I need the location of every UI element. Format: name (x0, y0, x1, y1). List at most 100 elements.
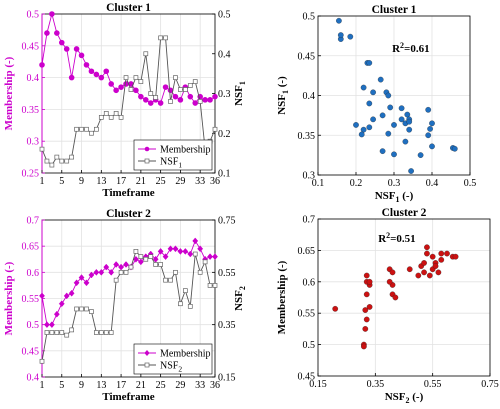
scatter-point (347, 33, 354, 40)
legend-entry-name: NSF (160, 157, 179, 168)
data-point (153, 262, 159, 267)
y-left-tick-label: 0.5 (27, 320, 40, 331)
data-point (178, 87, 183, 92)
scatter-point (424, 244, 430, 251)
data-point (44, 30, 50, 36)
legend-marker (144, 146, 150, 152)
legend-entry-name: Membership (160, 145, 211, 156)
x-tick-label: 17 (116, 176, 126, 187)
data-point (103, 68, 110, 75)
timeseries-chart-ts2: 1 5 9 13 17 21 25 29 33 36 0.4 0.45 0.5 0.55 0.6 0.65 0.… (3, 208, 247, 403)
data-point (197, 245, 204, 253)
x-tick-label: 0.1 (312, 178, 325, 189)
data-point (69, 154, 75, 160)
y-right-tick-label: 0.15 (218, 373, 236, 384)
scatter-point (366, 60, 373, 66)
x-tick-label: 25 (156, 380, 166, 391)
y-tick-label: 0.3 (303, 171, 316, 182)
data-point (39, 292, 45, 300)
x-axis-label: NSF1 (-) (375, 190, 414, 204)
x-axis-label: NSF2 (-) (385, 391, 424, 405)
scatter-chart-sc1: 0.1 0.2 0.3 0.4 0.5 0.3 0.35 0.4 0.45 0.5 Cluster … (276, 4, 476, 204)
scatter-point (370, 89, 376, 96)
scatter-point (421, 260, 427, 266)
scatter-point (404, 111, 411, 118)
data-point (63, 46, 70, 52)
data-point (118, 263, 125, 271)
scatter-point (363, 291, 370, 298)
x-tick-label: 33 (195, 380, 205, 391)
y-tick-label: 0.45 (298, 372, 316, 383)
scatter-point (452, 253, 459, 260)
x-axis-label-base: NSF (385, 391, 406, 403)
scatter-point (408, 168, 414, 174)
data-point (83, 62, 90, 68)
data-point (137, 258, 144, 266)
r-squared-value: =0.51 (390, 233, 416, 245)
data-point (182, 87, 188, 92)
data-point (178, 301, 183, 307)
data-point (94, 126, 99, 132)
data-point (138, 254, 144, 259)
data-point (212, 283, 218, 288)
data-point (158, 262, 163, 267)
data-point (202, 259, 208, 265)
scatter-point (336, 17, 342, 24)
data-point (118, 269, 124, 275)
scatter-point (451, 145, 458, 152)
y-left-tick-label: 0.25 (22, 169, 40, 180)
data-point (207, 283, 213, 288)
data-point (177, 97, 184, 103)
scatter-point (426, 272, 433, 279)
data-point (133, 249, 139, 254)
data-point (53, 310, 60, 318)
data-point (123, 75, 129, 80)
y-tick-label: 0.6 (303, 277, 316, 288)
y-right-tick-label: 0.5 (218, 10, 231, 21)
scatter-point (361, 343, 367, 350)
scatter-point (398, 105, 405, 112)
x-tick-label: 0.4 (426, 178, 439, 189)
timeseries-chart-ts1: 1 5 9 13 17 21 25 29 33 36 0.25 0.3 0.35 0.4 0.45 0.5 0.… (3, 2, 247, 199)
x-tick-label: 25 (156, 176, 166, 187)
legend-entry-sub: 2 (178, 365, 182, 374)
y-right-tick-label: 0.35 (218, 320, 236, 331)
y-right-axis-label-base: NSF (233, 85, 245, 106)
scatter-point (429, 120, 435, 127)
x-tick-label: 13 (96, 176, 106, 187)
scatter-point (370, 116, 376, 123)
y-right-axis-label-base: NSF (233, 290, 245, 311)
x-tick-label: 36 (210, 380, 220, 391)
data-point (173, 75, 178, 80)
data-point (39, 146, 45, 152)
r-squared-sup: 2 (386, 231, 390, 240)
x-tick-label: 0.55 (424, 379, 442, 390)
data-point (187, 83, 193, 88)
x-tick-label: 21 (136, 380, 146, 391)
data-point (113, 277, 119, 283)
r-squared-base: R (378, 233, 387, 245)
data-point (89, 309, 94, 314)
x-tick-label: 33 (195, 176, 205, 187)
scatter-point (391, 122, 397, 128)
x-tick-label: 5 (59, 176, 64, 187)
y-left-tick-label: 0.45 (22, 41, 40, 52)
data-point (157, 100, 164, 106)
data-point (63, 292, 70, 300)
y-left-axis-label: Membership (-) (3, 56, 15, 130)
data-point (49, 162, 55, 168)
scatter-point (366, 278, 373, 285)
scatter-point (366, 100, 373, 107)
x-tick-label: 5 (59, 380, 64, 391)
series-line-0 (41, 12, 216, 104)
x-tick-label: 0.15 (309, 379, 327, 390)
data-point (103, 263, 110, 271)
plot-frame (317, 218, 491, 377)
data-point (49, 11, 55, 17)
data-point (54, 30, 60, 36)
data-point (64, 332, 70, 338)
scatter-point (425, 106, 432, 113)
data-point (128, 87, 134, 92)
data-point (133, 75, 139, 80)
